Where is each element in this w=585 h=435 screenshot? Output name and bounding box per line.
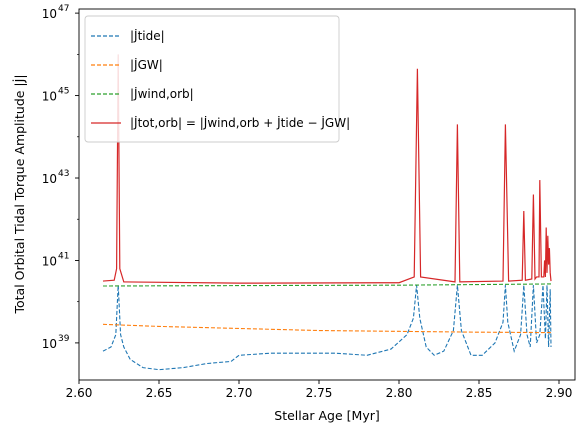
series-line-0: [102, 285, 552, 371]
x-tick-label: 2.65: [146, 386, 173, 400]
x-axis: 2.60 2.65 2.70 2.75 2.80 2.85 2.90: [66, 380, 573, 400]
y-tick-label: 10: [42, 7, 57, 21]
axes-frame: [78, 8, 576, 381]
y-tick-exponent: 45: [58, 87, 69, 97]
legend-label-3: |J̇tot,orb| = |J̇wind,orb + J̇tide − J̇G…: [130, 116, 350, 130]
legend-label-2: |J̇wind,orb|: [130, 87, 194, 101]
plot-area: [102, 54, 552, 371]
y-tick-exponent: 43: [58, 169, 69, 179]
y-tick-label: 10: [42, 90, 57, 104]
y-tick-exponent: 41: [58, 251, 69, 261]
legend-label-0: |J̇tide|: [130, 29, 165, 43]
x-tick-label: 2.85: [466, 386, 493, 400]
x-tick-label: 2.70: [226, 386, 253, 400]
y-tick-label: 10: [42, 337, 57, 351]
y-tick-exponent: 39: [58, 334, 70, 344]
x-tick-label: 2.75: [306, 386, 333, 400]
y-axis-label: Total Orbital Tidal Torque Amplitude |J̇…: [12, 74, 27, 314]
series-line-1: [102, 323, 552, 334]
series-line-3: [102, 54, 552, 284]
y-tick-exponent: 47: [58, 4, 69, 14]
legend-box: [84, 15, 340, 143]
x-tick-label: 2.60: [66, 386, 93, 400]
x-tick-label: 2.80: [386, 386, 413, 400]
y-tick-label: 10: [42, 254, 57, 268]
x-axis-label: Stellar Age [Myr]: [274, 408, 379, 423]
legend: |J̇tide| |J̇GW| |J̇wind,orb| |J̇tot,orb| = …: [84, 15, 350, 143]
x-tick-label: 2.90: [546, 386, 573, 400]
series-line-2: [102, 283, 552, 287]
legend-label-1: |J̇GW|: [130, 58, 163, 72]
y-tick-label: 10: [42, 172, 57, 186]
